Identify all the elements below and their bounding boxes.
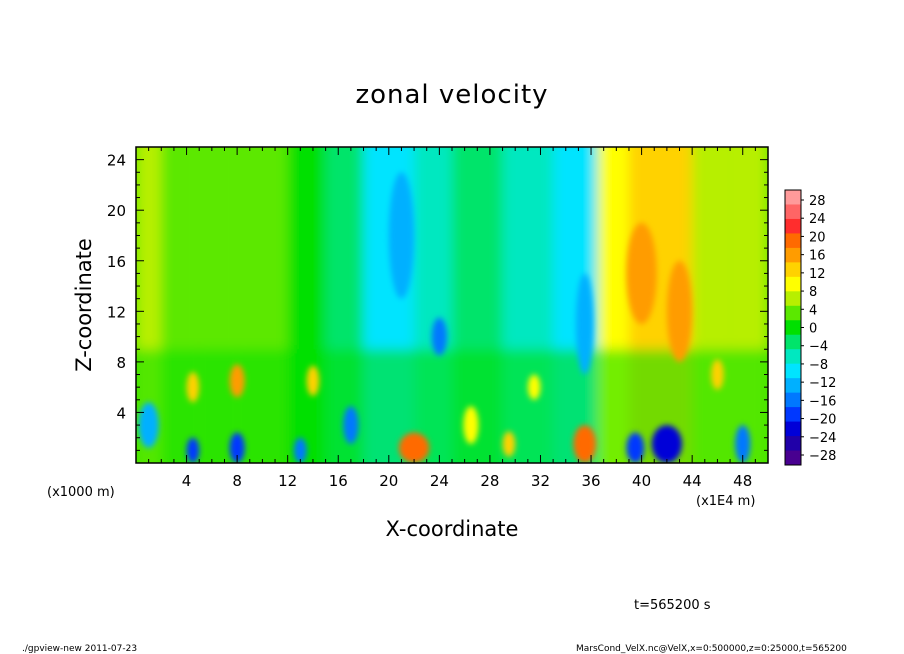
heatmap-blob-5 bbox=[229, 364, 245, 398]
colorbar-swatch bbox=[785, 204, 801, 220]
x-tick-label: 24 bbox=[430, 472, 449, 490]
colorbar-swatch bbox=[785, 291, 801, 307]
heatmap-blob-10 bbox=[502, 431, 516, 457]
x-tick-label: 36 bbox=[581, 472, 600, 490]
z-unit-label: (x1000 m) bbox=[47, 485, 115, 500]
footer-left: ./gpview-new 2011-07-23 bbox=[22, 644, 137, 654]
colorbar-swatch bbox=[785, 305, 801, 321]
x-tick-label: 16 bbox=[329, 472, 348, 490]
heatmap-blob-7 bbox=[186, 371, 200, 403]
x-tick-label: 44 bbox=[683, 472, 702, 490]
x-tick-label: 12 bbox=[278, 472, 297, 490]
x-tick-label: 28 bbox=[480, 472, 499, 490]
colorbar-swatch bbox=[785, 436, 801, 452]
heatmap-blob-9 bbox=[573, 425, 597, 463]
colorbar-label: 12 bbox=[809, 267, 826, 282]
colorbar-label: −20 bbox=[809, 413, 836, 428]
y-tick-label: 20 bbox=[107, 202, 126, 220]
colorbar-label: −16 bbox=[809, 394, 836, 409]
colorbar-swatch bbox=[785, 421, 801, 437]
colorbar-swatch bbox=[785, 218, 801, 234]
heatmap-blob-0 bbox=[626, 222, 657, 324]
y-tick-label: 12 bbox=[107, 303, 126, 321]
y-axis-ticks: 4 8 12 16 20 24 bbox=[107, 152, 768, 451]
x-axis-label: X-coordinate bbox=[386, 517, 519, 541]
time-label: t=565200 s bbox=[634, 598, 711, 613]
heatmap-lower-band bbox=[136, 349, 768, 463]
colorbar-swatch bbox=[785, 276, 801, 292]
x-axis-ticks: 4 8 12 16 20 24 28 32 36 40 44 48 bbox=[148, 147, 756, 490]
x-tick-label: 4 bbox=[182, 472, 192, 490]
x-tick-label: 48 bbox=[733, 472, 752, 490]
x-tick-label: 32 bbox=[531, 472, 550, 490]
colorbar-swatch bbox=[785, 262, 801, 278]
heatmap-blob-2 bbox=[388, 172, 415, 299]
heatmap-blob-15 bbox=[294, 437, 307, 463]
heatmap-blob-20 bbox=[711, 359, 724, 390]
x-tick-label: 8 bbox=[232, 472, 242, 490]
colorbar-label: −24 bbox=[809, 431, 836, 446]
heatmap-blob-18 bbox=[343, 406, 359, 445]
colorbar-swatch bbox=[785, 320, 801, 336]
y-tick-label: 8 bbox=[116, 354, 126, 372]
y-axis-label: Z-coordinate bbox=[72, 238, 96, 372]
heatmap-blob-21 bbox=[527, 374, 541, 400]
colorbar-swatch bbox=[785, 392, 801, 408]
footer-right: MarsCond_VelX.nc@VelX,x=0:500000,z=0:250… bbox=[576, 644, 847, 654]
colorbar-label: 8 bbox=[809, 285, 817, 300]
colorbar bbox=[784, 189, 802, 466]
heatmap-blob-14 bbox=[229, 432, 245, 463]
colorbar-labels: 28 24 20 16 12 8 4 0 −4 −8 −12 −16 −20 −24 −28 bbox=[801, 194, 836, 464]
colorbar-label: 24 bbox=[809, 212, 826, 227]
colorbar-label: −12 bbox=[809, 376, 836, 391]
colorbar-label: −28 bbox=[809, 449, 836, 464]
x-unit-label: (x1E4 m) bbox=[696, 494, 755, 509]
heatmap-blob-19 bbox=[463, 406, 479, 445]
chart-title: zonal velocity bbox=[355, 80, 548, 110]
colorbar-label: −8 bbox=[809, 358, 828, 373]
colorbar-swatch bbox=[785, 247, 801, 263]
heatmap-blob-4 bbox=[575, 273, 594, 375]
colorbar-label: 4 bbox=[809, 303, 817, 318]
x-tick-label: 40 bbox=[632, 472, 651, 490]
x-tick-label: 20 bbox=[379, 472, 398, 490]
colorbar-label: −4 bbox=[809, 340, 828, 355]
y-tick-label: 24 bbox=[107, 152, 126, 170]
heatmap-blob-6 bbox=[306, 365, 320, 397]
heatmap-field bbox=[136, 147, 768, 463]
colorbar-swatch bbox=[785, 363, 801, 379]
colorbar-swatch bbox=[785, 233, 801, 249]
colorbar-swatch bbox=[785, 334, 801, 350]
colorbar-swatch bbox=[785, 407, 801, 423]
heatmap-blob-12 bbox=[626, 432, 645, 463]
colorbar-label: 0 bbox=[809, 322, 817, 337]
heatmap-blobs bbox=[138, 172, 751, 463]
colorbar-swatch bbox=[785, 190, 801, 205]
colorbar-swatch bbox=[785, 378, 801, 394]
heatmap-columns bbox=[136, 147, 768, 463]
colorbar-label: 16 bbox=[809, 249, 826, 264]
colorbar-label: 20 bbox=[809, 230, 826, 245]
y-tick-label: 16 bbox=[107, 253, 126, 271]
colorbar-label: 28 bbox=[809, 194, 826, 209]
heatmap-blob-17 bbox=[138, 402, 159, 448]
heatmap-blob-11 bbox=[651, 425, 683, 463]
colorbar-swatch bbox=[785, 450, 801, 466]
colorbar-swatch bbox=[785, 349, 801, 365]
heatmap-blob-13 bbox=[186, 437, 200, 463]
heatmap-blob-1 bbox=[666, 260, 693, 362]
heatmap-blob-8 bbox=[398, 432, 430, 463]
y-tick-label: 4 bbox=[116, 404, 126, 422]
heatmap-blob-3 bbox=[431, 317, 447, 356]
heatmap-blob-16 bbox=[735, 425, 751, 463]
